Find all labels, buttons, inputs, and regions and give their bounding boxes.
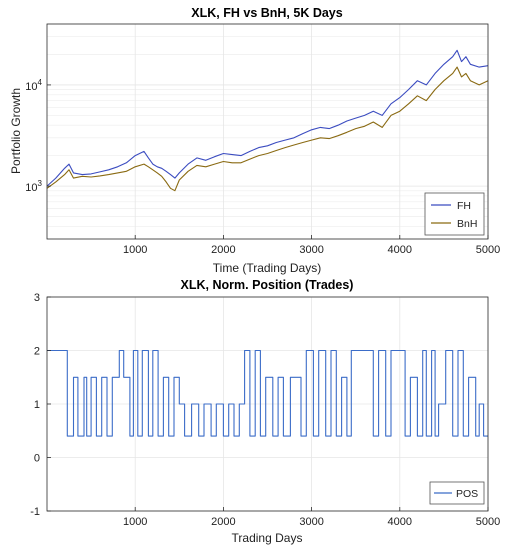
y-tick-label: 1 [34,399,40,411]
y-tick-label: 2 [34,346,40,358]
x-tick-label: 2000 [211,516,235,528]
legend-label-bnh: BnH [457,218,477,230]
x-tick-label: 1000 [123,516,147,528]
bottom-ticks: 1000 2000 3000 4000 5000 -1 0 1 2 3 [30,292,500,528]
y-tick-label: 104 [25,78,42,93]
top-legend-box [424,192,485,236]
top-ticks: 1000 2000 3000 4000 5000 103 104 [25,78,500,256]
x-tick-label: 3000 [299,516,323,528]
bottom-x-axis-label: Trading Days [232,531,303,545]
top-legend: FH BnH [424,192,485,236]
top-x-axis-label: Time (Trading Days) [213,261,321,275]
x-tick-label: 1000 [123,244,147,256]
x-tick-label: 5000 [476,244,500,256]
series-line-pos [47,349,488,437]
bottom-series [47,349,488,437]
legend-label-fh: FH [457,200,471,212]
x-tick-label: 4000 [388,516,412,528]
top-y-axis-label: Portfolio Growth [9,88,23,174]
bottom-legend-box [429,481,485,505]
bottom-chart-title: XLK, Norm. Position (Trades) [181,278,354,292]
top-series [46,49,489,192]
legend-label-pos: POS [456,488,478,500]
x-tick-label: 2000 [211,244,235,256]
x-tick-label: 3000 [299,244,323,256]
y-tick-label: 0 [34,453,40,465]
x-tick-label: 4000 [388,244,412,256]
top-plot-area [47,24,488,239]
bottom-legend: POS [429,481,485,505]
x-tick-label: 5000 [476,516,500,528]
y-tick-label: 103 [25,179,42,194]
top-plot-frame [46,23,489,240]
y-tick-label: -1 [30,506,40,518]
bottom-chart: 1000 2000 3000 4000 5000 -1 0 1 2 3 XLK, Norm. Po… [30,278,500,545]
series-line-fh [46,49,489,187]
y-tick-label: 3 [34,292,40,304]
series-line-bnh [46,66,489,192]
top-chart-title: XLK, FH vs BnH, 5K Days [191,6,342,20]
top-chart: 1000 2000 3000 4000 5000 103 104 XLK, FH vs Bn… [9,6,500,275]
